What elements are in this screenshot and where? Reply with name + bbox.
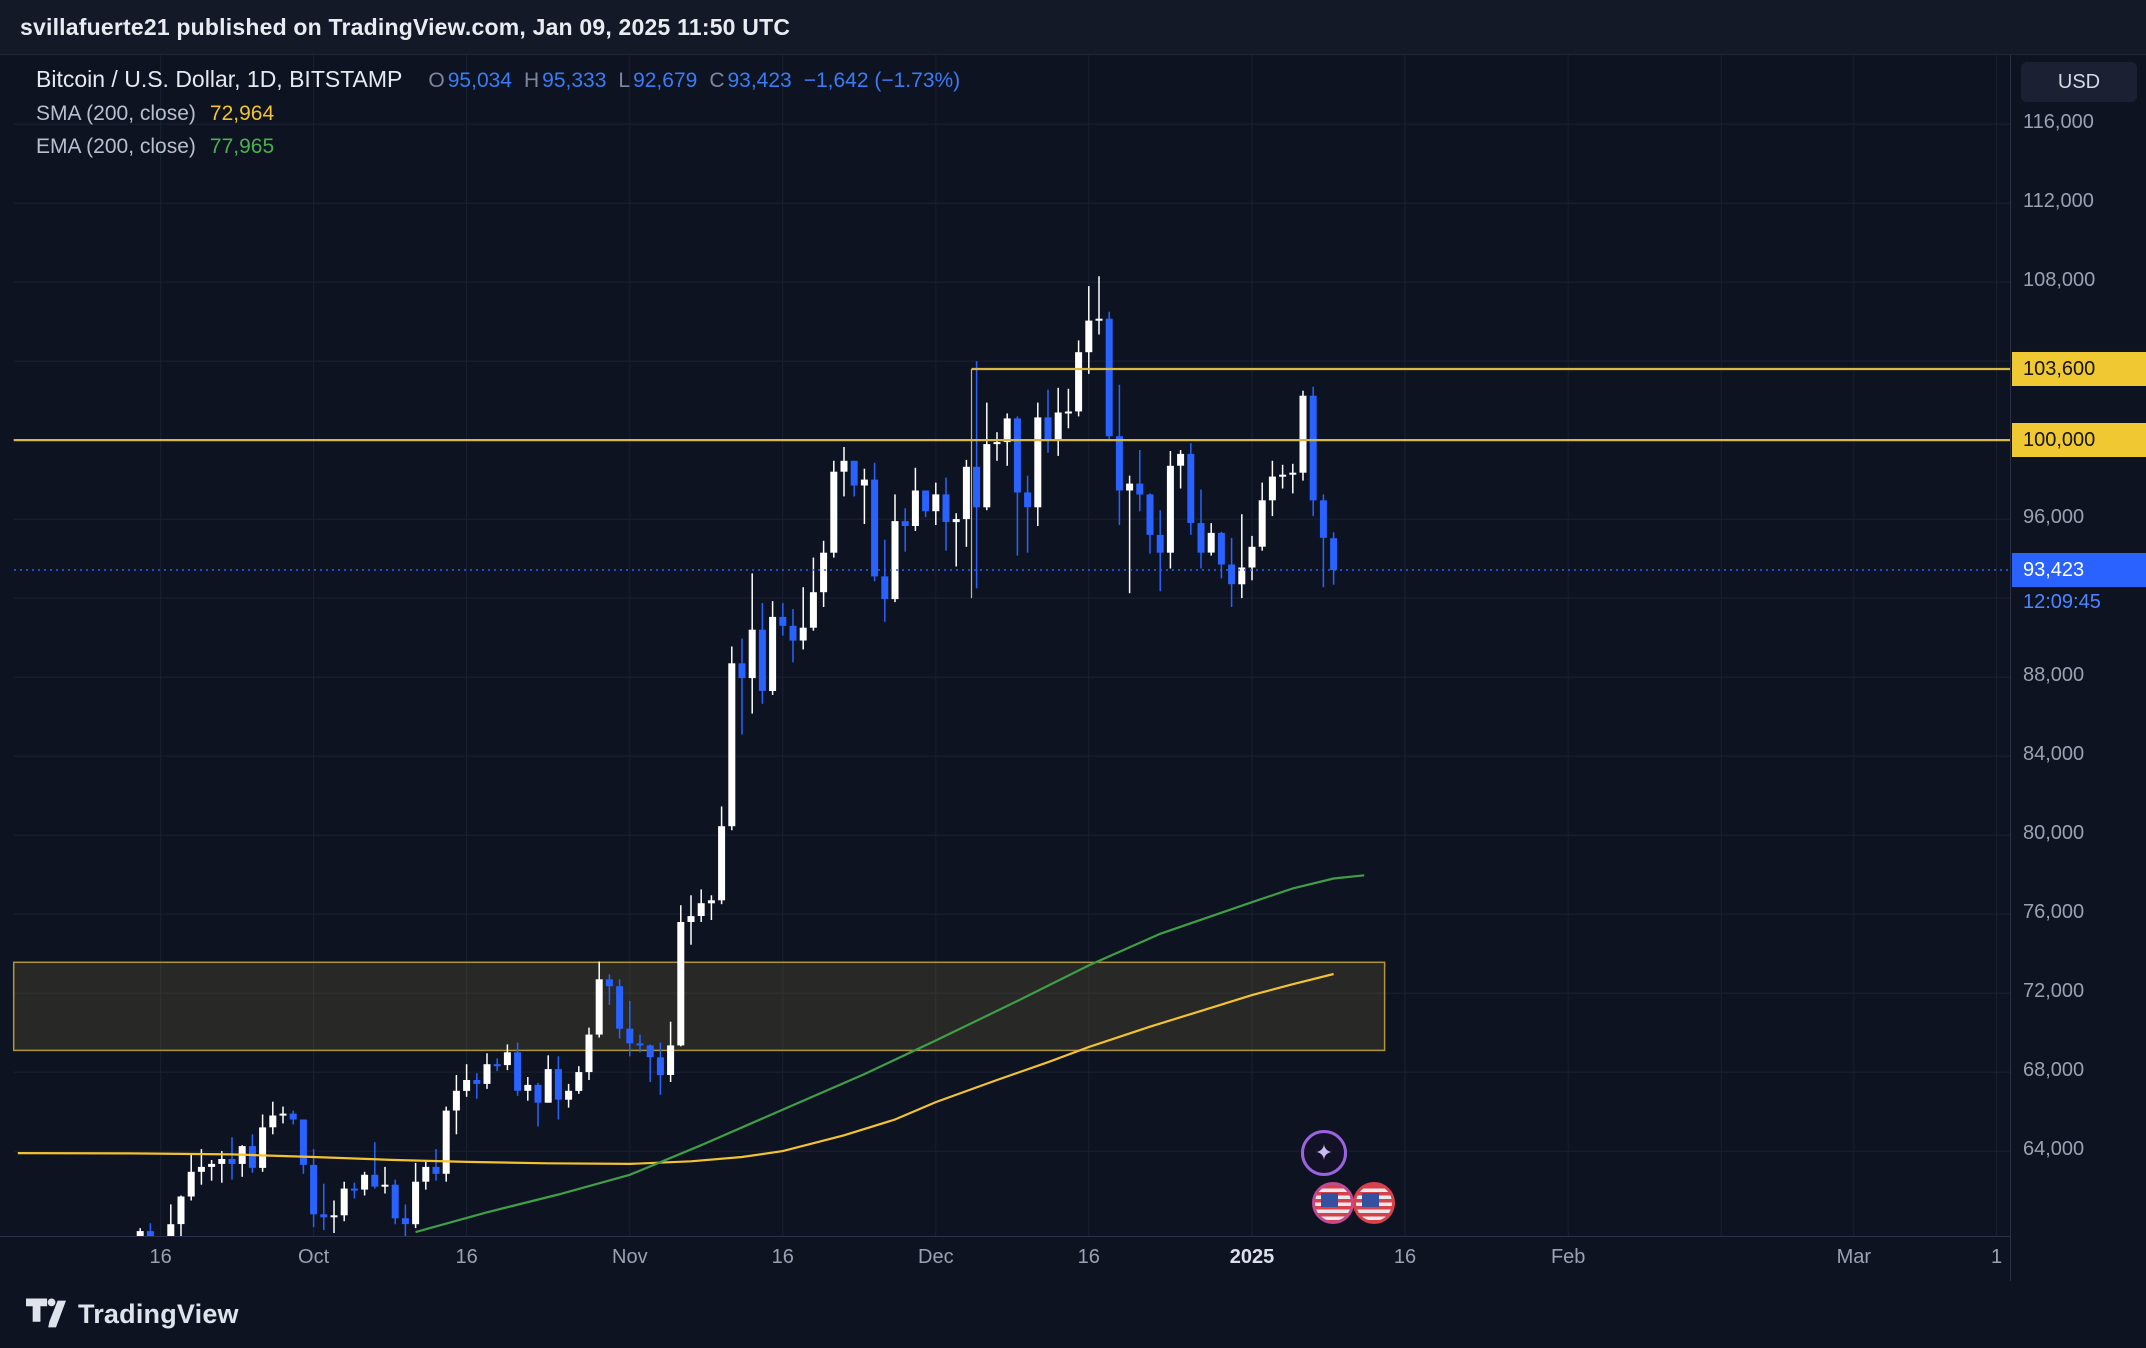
- us-flag-event-icon[interactable]: [1312, 1182, 1354, 1224]
- currency-toggle-button[interactable]: USD: [2021, 62, 2137, 102]
- close-value: 93,423: [727, 69, 792, 92]
- ema-value: 77,965: [209, 135, 275, 158]
- ema-row: EMA (200, close) 77,965: [36, 135, 960, 159]
- tradingview-logo-text: TradingView: [78, 1298, 239, 1329]
- us-flag-event-icon-2[interactable]: [1353, 1182, 1395, 1224]
- price-axis-label: 72,000: [2023, 980, 2085, 1003]
- time-axis-label: 16: [149, 1246, 172, 1268]
- time-axis-label: 16: [771, 1246, 794, 1268]
- sma-row: SMA (200, close) 72,964: [36, 102, 960, 126]
- chart-legend: Bitcoin / U.S. Dollar, 1D, BITSTAMP O 95…: [36, 66, 960, 168]
- high-label: H: [523, 69, 540, 92]
- publish-bar: svillafuerte21 published on TradingView.…: [0, 0, 2146, 55]
- time-axis-label: Feb: [1550, 1246, 1586, 1268]
- price-axis-label: 112,000: [2023, 190, 2094, 213]
- price-axis-label: 80,000: [2023, 822, 2085, 845]
- sma-value: 72,964: [209, 102, 275, 125]
- time-axis-label: 16: [1393, 1246, 1417, 1268]
- price-axis-label: 116,000: [2023, 111, 2094, 134]
- high-value: 95,333: [542, 69, 607, 92]
- symbol-title[interactable]: Bitcoin / U.S. Dollar, 1D, BITSTAMP: [36, 66, 403, 92]
- open-value: 95,034: [447, 69, 512, 92]
- level-price-tag-upper: 103,600: [2012, 352, 2146, 386]
- low-value: 92,679: [633, 69, 698, 92]
- time-axis-label: 16: [455, 1246, 478, 1268]
- time-axis-label: Oct: [298, 1246, 330, 1268]
- price-axis[interactable]: USD 116,000 112,000 108,000 96,000 88,000 84,…: [2010, 55, 2146, 1281]
- time-axis-label: 16: [1077, 1246, 1100, 1268]
- low-label: L: [618, 69, 631, 92]
- tradingview-logo[interactable]: TradingView: [26, 1298, 239, 1330]
- bar-countdown: 12:09:45: [2023, 590, 2101, 613]
- sma-200-line[interactable]: [17, 972, 1334, 1166]
- price-axis-label: 84,000: [2023, 743, 2085, 766]
- close-label: C: [709, 69, 725, 92]
- ema-legend-label[interactable]: EMA (200, close): [36, 135, 196, 158]
- sparkle-event-icon[interactable]: ✦: [1301, 1130, 1347, 1176]
- change-value: −1,642 (−1.73%): [803, 69, 961, 92]
- time-axis-label: Nov: [612, 1246, 648, 1268]
- last-price-tag: 93,423: [2012, 553, 2146, 587]
- price-axis-label: 88,000: [2023, 664, 2085, 687]
- ema-200-line[interactable]: [415, 874, 1365, 1234]
- time-axis-label: Dec: [918, 1246, 954, 1268]
- time-axis-separator: [0, 1236, 2146, 1237]
- time-axis-label: Mar: [1836, 1246, 1872, 1268]
- tradingview-logo-icon: [26, 1298, 66, 1328]
- time-axis[interactable]: 16 Oct 16 Nov 16 Dec 16 2025 16 Feb Mar 1: [0, 1237, 2010, 1281]
- price-axis-label: 64,000: [2023, 1138, 2085, 1161]
- open-label: O: [428, 69, 445, 92]
- support-zone[interactable]: [12, 961, 1386, 1052]
- grid-lines: [14, 55, 2010, 1236]
- level-price-tag-lower: 100,000: [2012, 423, 2146, 457]
- price-axis-label: 96,000: [2023, 506, 2085, 529]
- time-axis-label: 2025: [1229, 1246, 1275, 1268]
- publish-text: svillafuerte21 published on TradingView.…: [20, 13, 791, 40]
- price-chart[interactable]: [0, 0, 2012, 1237]
- sma-legend-label[interactable]: SMA (200, close): [36, 102, 196, 125]
- symbol-row: Bitcoin / U.S. Dollar, 1D, BITSTAMP O 95…: [36, 66, 960, 93]
- time-axis-label: 1: [1991, 1246, 2003, 1268]
- price-axis-label: 68,000: [2023, 1059, 2085, 1082]
- price-axis-label: 108,000: [2023, 269, 2096, 292]
- sparkle-glyph: ✦: [1314, 1140, 1334, 1165]
- price-axis-label: 76,000: [2023, 901, 2085, 924]
